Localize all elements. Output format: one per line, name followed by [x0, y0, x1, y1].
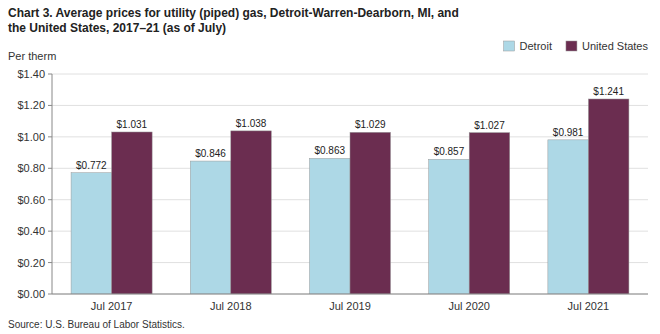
y-tick-label: $1.20	[17, 99, 45, 111]
subtitle: the United States, 2017–21 (as of July)	[8, 21, 226, 35]
y-axis: $0.00 $0.20 $0.40 $0.60 $0.80 $1.00 $1.20 $1.40	[17, 68, 648, 300]
bar	[350, 132, 391, 294]
y-tick-label: $0.40	[17, 225, 45, 237]
bar	[231, 131, 272, 294]
bar	[309, 158, 350, 294]
y-tick-label: $1.40	[17, 68, 45, 80]
y-tick	[48, 136, 52, 137]
source: Source: U.S. Bureau of Labor Statistics.	[8, 319, 185, 330]
x-tick-label: Jul 2020	[448, 300, 490, 312]
bar	[548, 140, 589, 294]
y-tick-label: $0.60	[17, 194, 45, 206]
bar	[429, 159, 470, 294]
data-label: $0.772	[76, 160, 107, 171]
x-axis: Jul 2017 Jul 2018 Jul 2019 Jul 2020 Jul 2021	[91, 300, 609, 312]
data-label: $0.863	[314, 145, 345, 156]
x-axis-line	[52, 294, 648, 295]
y-axis-label: Per therm	[8, 50, 56, 62]
y-tick	[48, 74, 52, 75]
x-tick-label: Jul 2019	[329, 300, 371, 312]
y-tick	[48, 231, 52, 232]
y-tick-label: $0.00	[17, 288, 45, 300]
y-tick	[48, 105, 52, 106]
bar	[190, 161, 231, 294]
title: Chart 3. Average prices for utility (pip…	[8, 6, 459, 20]
y-tick	[48, 199, 52, 200]
data-label: $1.029	[355, 119, 386, 130]
grid-line	[52, 105, 648, 106]
data-label: $1.241	[593, 86, 624, 97]
bar	[71, 173, 112, 294]
y-axis-line	[52, 74, 53, 294]
data-labels: $0.772 $0.846 $0.863 $0.857 $0.981 $1.031 $1.0…	[76, 86, 624, 171]
bar	[112, 132, 153, 294]
y-tick	[48, 168, 52, 169]
x-tick-label: Jul 2017	[91, 300, 133, 312]
legend-label: Detroit	[520, 40, 552, 52]
bar	[588, 99, 629, 294]
legend-swatch	[504, 41, 515, 51]
x-tick-label: Jul 2018	[210, 300, 252, 312]
data-label: $0.846	[195, 148, 226, 159]
data-label: $0.857	[434, 146, 465, 157]
y-tick	[48, 262, 52, 263]
legend-swatch	[566, 41, 577, 51]
legend: United States Detroit	[504, 40, 649, 52]
grid-line	[52, 74, 648, 75]
data-label: $1.038	[236, 118, 267, 129]
y-tick-label: $1.00	[17, 131, 45, 143]
bar	[469, 133, 510, 294]
data-label: $0.981	[553, 127, 584, 138]
x-tick-label: Jul 2021	[568, 300, 610, 312]
data-label: $1.031	[117, 119, 148, 130]
data-label: $1.027	[474, 120, 505, 131]
grid-line	[52, 294, 648, 295]
y-tick-label: $0.80	[17, 162, 45, 174]
chart: Chart 3. Average prices for utility (pip…	[0, 0, 660, 334]
bars	[71, 99, 629, 294]
legend-label: United States	[582, 40, 649, 52]
y-tick	[48, 294, 52, 295]
y-tick-label: $0.20	[17, 257, 45, 269]
